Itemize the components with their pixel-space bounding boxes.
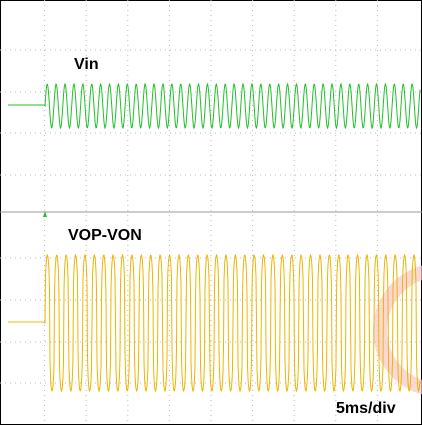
trace-label: Vin [74,56,99,73]
timebase-label: 5ms/div [336,400,396,417]
vin-waveform [8,82,421,130]
trace-label: VOP-VON [68,227,142,244]
vop-von-waveform [8,253,421,393]
watermark [373,265,422,395]
trigger-marker [43,211,47,217]
